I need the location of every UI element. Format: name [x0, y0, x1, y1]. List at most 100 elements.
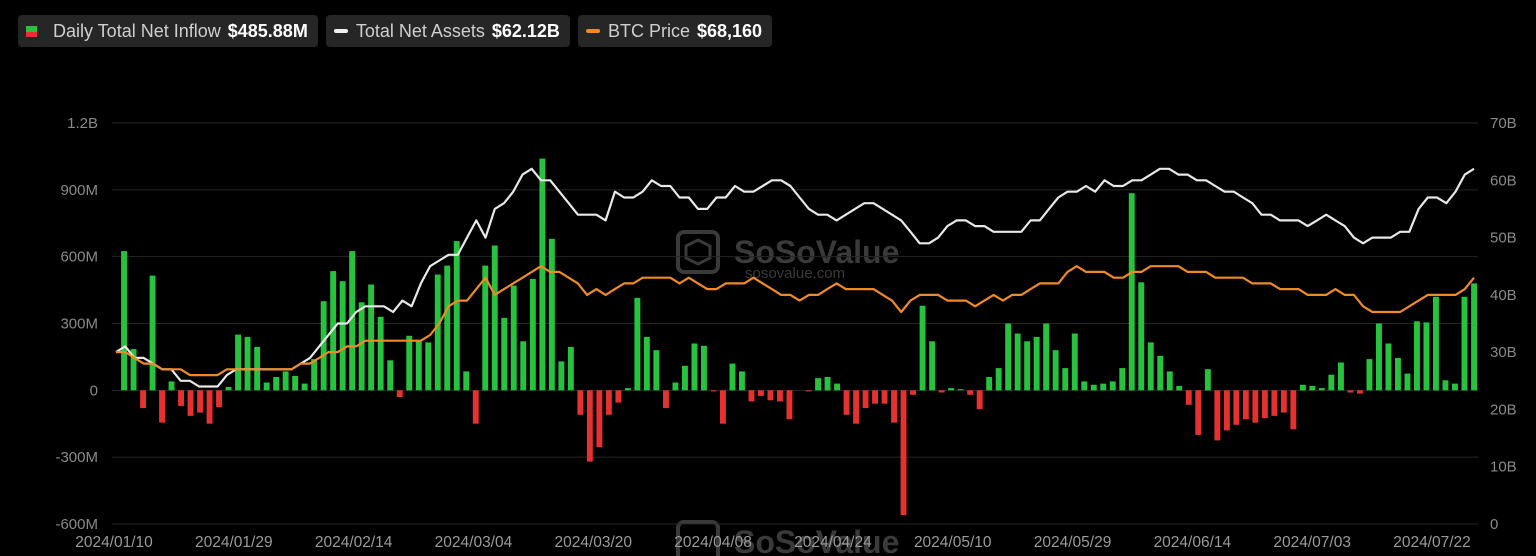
inflow-bar — [377, 316, 384, 391]
grid-lines — [112, 122, 1478, 525]
y-left-tick-label: 900M — [60, 182, 98, 199]
inflow-bar — [1062, 368, 1069, 391]
inflow-bar — [938, 390, 945, 393]
btc-price-line — [116, 265, 1475, 377]
y-axis-right: 70B 60B 50B 40B 30B 20B 10B 0 — [1490, 115, 1517, 533]
inflow-bar — [824, 377, 831, 391]
inflow-bar — [957, 389, 964, 391]
inflow-bar — [1338, 362, 1344, 391]
x-tick-label: 2024/04/24 — [794, 534, 872, 551]
inflow-bar — [1033, 336, 1040, 391]
inflow-bars — [121, 158, 1477, 516]
y-right-tick-label: 60B — [1490, 172, 1517, 189]
inflow-bar — [482, 265, 489, 391]
y-right-tick-label: 70B — [1490, 115, 1517, 132]
inflow-bar — [1024, 341, 1031, 391]
inflow-bar — [881, 390, 888, 404]
x-tick-label: 2024/05/10 — [914, 534, 992, 551]
inflow-bar — [263, 382, 270, 391]
legend-inflow[interactable]: Daily Total Net Inflow $485.88M — [18, 15, 318, 47]
y-left-tick-label: -300M — [55, 449, 98, 466]
inflow-bar — [406, 335, 413, 391]
watermark-brand-bottom: SoSoValue — [734, 524, 899, 556]
inflow-bar — [1376, 323, 1382, 391]
y-left-tick-label: 600M — [60, 249, 98, 266]
legend-inflow-label: Daily Total Net Inflow — [53, 20, 221, 41]
inflow-swatch-icon — [26, 25, 37, 37]
inflow-bar — [653, 350, 660, 391]
inflow-bar — [1471, 283, 1477, 391]
inflow-bar — [130, 349, 137, 391]
legend-inflow-value: $485.88M — [227, 20, 308, 41]
watermark-url: sosovalue.com — [745, 265, 845, 282]
inflow-bar — [1185, 390, 1192, 405]
x-tick-label: 2024/01/10 — [75, 534, 153, 551]
chart-legend: Daily Total Net Inflow $485.88M Total Ne… — [18, 15, 773, 47]
inflow-bar — [919, 305, 926, 391]
y-right-tick-label: 20B — [1490, 401, 1517, 418]
y-right-tick-label: 50B — [1490, 230, 1517, 247]
inflow-bar — [1214, 390, 1221, 441]
total-net-assets-line — [115, 167, 1475, 388]
inflow-bar — [292, 375, 299, 391]
inflow-bar — [853, 390, 859, 424]
inflow-bar — [1414, 321, 1420, 391]
inflow-bar — [1128, 193, 1135, 391]
inflow-bar — [710, 390, 717, 392]
inflow-bar — [1233, 390, 1240, 425]
y-left-tick-label: -600M — [55, 516, 98, 533]
inflow-bar — [1433, 296, 1439, 391]
inflow-bar — [1157, 355, 1164, 391]
inflow-bar — [1404, 373, 1411, 391]
legend-assets-label: Total Net Assets — [355, 20, 485, 41]
inflow-bar — [748, 390, 755, 402]
inflow-bar — [1328, 374, 1335, 391]
inflow-bar — [311, 359, 318, 391]
inflow-bar — [501, 317, 508, 391]
legend-assets-value: $62.12B — [491, 20, 560, 41]
inflow-bar — [1242, 390, 1249, 420]
inflow-bar — [1271, 390, 1278, 416]
inflow-bar — [786, 390, 793, 420]
inflow-bar — [415, 340, 422, 391]
inflow-bar — [1043, 323, 1050, 391]
inflow-bar — [1252, 390, 1259, 423]
inflow-bar — [739, 371, 745, 391]
x-tick-label: 2024/07/22 — [1393, 534, 1471, 551]
inflow-bar — [368, 284, 375, 391]
inflow-bar — [472, 390, 479, 424]
inflow-bar — [491, 245, 498, 391]
legend-btc[interactable]: BTC Price $68,160 — [577, 15, 773, 47]
series-lines — [115, 167, 1475, 388]
inflow-bar — [1385, 343, 1392, 391]
x-tick-label: 2024/04/08 — [674, 534, 752, 551]
inflow-bar — [387, 360, 394, 391]
inflow-bar — [1261, 390, 1268, 419]
inflow-bar — [672, 382, 679, 391]
y-right-tick-label: 30B — [1490, 344, 1517, 361]
inflow-bar — [510, 285, 517, 391]
inflow-bar — [453, 241, 460, 391]
inflow-bar — [149, 275, 156, 391]
inflow-bar — [1347, 390, 1354, 393]
inflow-bar — [910, 390, 916, 395]
inflow-bar — [872, 390, 878, 404]
legend-assets[interactable]: Total Net Assets $62.12B — [325, 15, 570, 47]
inflow-bar — [1081, 381, 1088, 391]
watermark-logo-bottom: SoSoValue — [676, 520, 899, 556]
inflow-bar — [1147, 342, 1154, 391]
inflow-bar — [282, 371, 289, 391]
inflow-bar — [1423, 322, 1430, 391]
inflow-bar — [720, 390, 726, 424]
inflow-bar — [1357, 390, 1363, 394]
inflow-bar — [1442, 380, 1449, 391]
inflow-bar — [187, 390, 194, 416]
inflow-bar — [197, 390, 203, 413]
inflow-bar — [1195, 390, 1202, 435]
inflow-bar — [624, 388, 631, 391]
inflow-bar — [216, 390, 222, 407]
inflow-bar — [586, 390, 593, 462]
y-axis-left: 1.2B 900M 600M 300M 0 -300M -600M — [55, 115, 98, 533]
inflow-bar — [434, 274, 441, 391]
